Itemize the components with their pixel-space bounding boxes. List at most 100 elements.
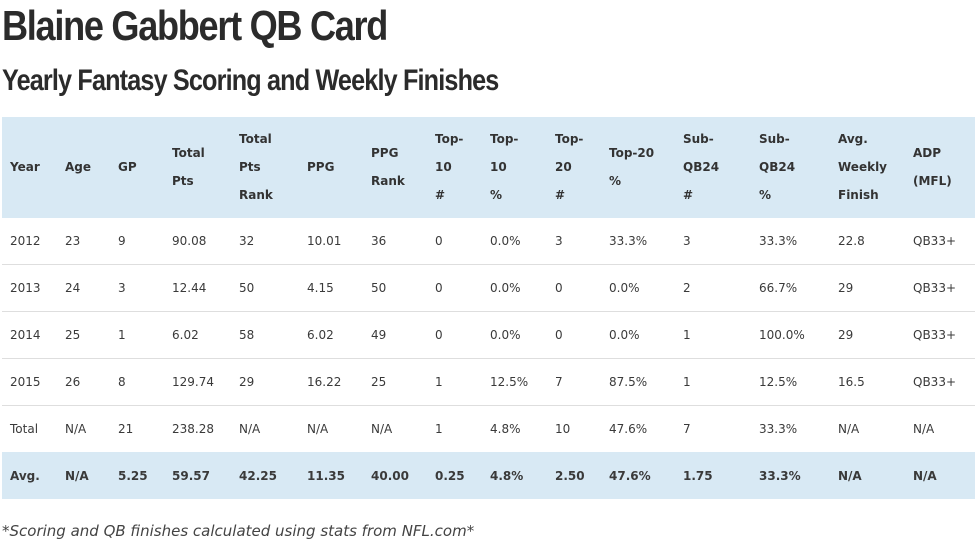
table-cell: 100.0% xyxy=(751,310,830,358)
table-cell: 16.5 xyxy=(830,357,905,405)
column-header: Total Pts Rank xyxy=(231,117,299,218)
table-cell: 0.0% xyxy=(601,263,675,311)
table-cell: 2.50 xyxy=(547,451,601,499)
table-cell: 21 xyxy=(110,404,164,452)
column-header-text: Sub- xyxy=(683,131,714,146)
table-cell: 12.5% xyxy=(751,357,830,405)
table-cell: 10 xyxy=(547,404,601,452)
table-cell: 4.8% xyxy=(482,404,547,452)
column-header: Top- 10 # xyxy=(427,117,482,218)
column-header-text: QB24 xyxy=(683,159,720,174)
table-cell: 2 xyxy=(675,263,751,311)
table-cell: 33.3% xyxy=(759,233,798,248)
column-header-text: Top- xyxy=(490,131,519,146)
table-cell: Total xyxy=(2,404,57,452)
table-cell: N/A xyxy=(57,451,110,499)
table-cell: 0 xyxy=(435,233,443,248)
table-cell: 0.0% xyxy=(482,310,547,358)
column-header-text: ADP xyxy=(913,145,942,160)
table-cell: 1 xyxy=(427,404,482,452)
table-cell: N/A xyxy=(57,404,110,452)
table-cell: 25 xyxy=(57,310,110,358)
table-cell: 12.5% xyxy=(482,357,547,405)
table-cell: 1 xyxy=(675,357,751,405)
table-cell: 238.28 xyxy=(164,404,231,452)
column-header-text: Age xyxy=(65,159,92,174)
table-cell: N/A xyxy=(905,451,975,499)
page-subtitle: Yearly Fantasy Scoring and Weekly Finish… xyxy=(2,64,499,97)
table-cell: 29 xyxy=(830,263,905,311)
column-header: Avg. Weekly Finish xyxy=(830,117,905,218)
table-cell: 33.3% xyxy=(609,233,648,248)
table-cell: 16.22 xyxy=(299,357,363,405)
column-header-text: % xyxy=(490,187,503,202)
table-row: 2015 26 8 129.74 29 16.22 25 1 12.5% 7 87.5% 1 12.5%… xyxy=(2,357,975,405)
table-cell: 87.5% xyxy=(601,357,675,405)
table-cell: 9 xyxy=(118,233,126,248)
column-header-text: Top-20 xyxy=(609,145,655,160)
column-header-text: 20 xyxy=(555,159,572,174)
table-cell: 33.3% xyxy=(751,404,830,452)
table-cell: 4.8% xyxy=(482,451,547,499)
table-cell: 2014 xyxy=(2,310,57,358)
table-cell: QB33+ xyxy=(913,233,957,248)
table-cell: 29 xyxy=(830,310,905,358)
table-cell: QB33+ xyxy=(905,263,975,311)
table-row: 2014 25 1 6.02 58 6.02 49 0 0.0% 0 0.0% 1 100.0% 29 QB… xyxy=(2,310,975,358)
table-cell: 0 xyxy=(427,310,482,358)
column-header-text: (MFL) xyxy=(913,173,952,188)
table-cell: 50 xyxy=(231,263,299,311)
table-cell: 0 xyxy=(547,263,601,311)
table-cell: 2012 xyxy=(10,233,41,248)
table-cell: 10.01 xyxy=(307,233,342,248)
table-cell: QB33+ xyxy=(905,310,975,358)
table-cell: 36 xyxy=(371,233,387,248)
table-cell: 3 xyxy=(110,263,164,311)
table-cell: 7 xyxy=(675,404,751,452)
column-header-text: Total xyxy=(172,145,205,160)
column-header-text: Avg. xyxy=(838,131,868,146)
column-header: GP xyxy=(110,117,164,218)
table-cell: 0.0% xyxy=(482,263,547,311)
table-cell: 12.44 xyxy=(164,263,231,311)
table-cell: 90.08 xyxy=(172,233,207,248)
column-header: PPG xyxy=(299,117,363,218)
table-cell: 47.6% xyxy=(601,404,675,452)
table-cell: N/A xyxy=(231,404,299,452)
table-cell: 2015 xyxy=(2,357,57,405)
table-cell: 47.6% xyxy=(601,451,675,499)
column-header: PPG Rank xyxy=(363,117,427,218)
table-body: 2012 23 9 90.08 32 10.01 36 0 0.0% 3 33.3% 3 33.3% 22… xyxy=(2,217,975,499)
column-header-text: Pts xyxy=(239,159,261,174)
table-cell: 0 xyxy=(547,310,601,358)
table-cell: 3 xyxy=(683,233,691,248)
column-header-text: # xyxy=(555,187,566,202)
table-row: 2012 23 9 90.08 32 10.01 36 0 0.0% 3 33.3% 3 33.3% 22… xyxy=(2,217,975,264)
table-cell: 22.8 xyxy=(838,233,865,248)
table-cell: 29 xyxy=(231,357,299,405)
column-header-text: # xyxy=(435,187,446,202)
table-cell: 59.57 xyxy=(164,451,231,499)
column-header-text: QB24 xyxy=(759,159,796,174)
table-cell: 1.75 xyxy=(675,451,751,499)
table-cell: 0.0% xyxy=(601,310,675,358)
table-cell: 5.25 xyxy=(110,451,164,499)
column-header-text: Year xyxy=(10,159,40,174)
table-cell: 2013 xyxy=(2,263,57,311)
table-cell: N/A xyxy=(905,404,975,452)
table-cell: 0 xyxy=(427,263,482,311)
column-header-text: Sub- xyxy=(759,131,790,146)
table-cell: 42.25 xyxy=(231,451,299,499)
column-header-text: % xyxy=(759,187,772,202)
table-cell: 23 xyxy=(65,233,81,248)
column-header-text: Rank xyxy=(239,187,273,202)
page-title: Blaine Gabbert QB Card xyxy=(2,2,388,49)
table-cell: 0.25 xyxy=(427,451,482,499)
column-header: ADP (MFL) xyxy=(905,117,975,218)
table-cell: QB33+ xyxy=(905,357,975,405)
table-cell: Avg. xyxy=(2,451,57,499)
column-header-text: Top- xyxy=(555,131,584,146)
column-header: Top- 20 # xyxy=(547,117,601,218)
table-cell: 32 xyxy=(239,233,255,248)
column-header: Sub- QB24 # xyxy=(675,117,751,218)
